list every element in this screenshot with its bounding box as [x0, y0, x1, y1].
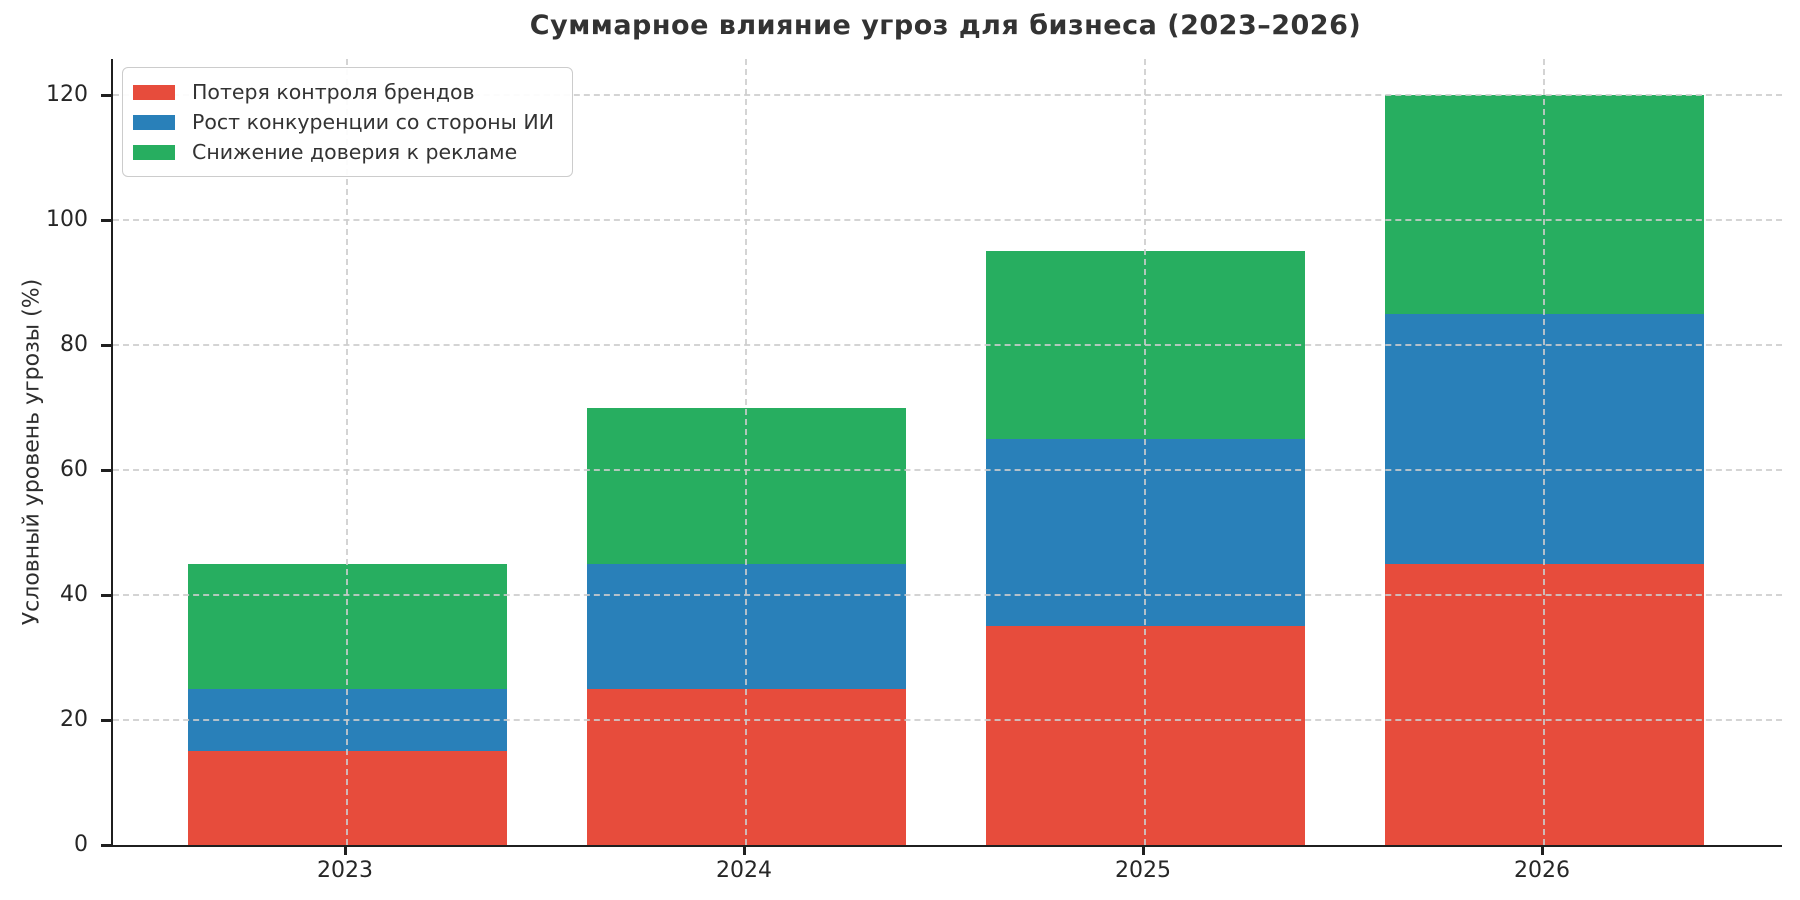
y-tick-mark [101, 344, 111, 347]
legend-swatch [133, 114, 175, 130]
gridline-horizontal [113, 344, 1782, 347]
legend-item: Снижение доверия к рекламе [133, 137, 554, 167]
chart-title: Суммарное влияние угроз для бизнеса (202… [529, 10, 1362, 41]
y-tick-label: 120 [46, 82, 88, 108]
gridline-vertical [745, 59, 747, 845]
plot-area [111, 59, 1782, 847]
legend-label: Рост конкуренции со стороны ИИ [192, 110, 555, 134]
legend-label: Потеря контроля брендов [192, 80, 475, 104]
legend-swatch [133, 144, 175, 160]
y-tick-label: 80 [60, 332, 88, 358]
legend-item: Потеря контроля брендов [133, 77, 554, 107]
x-tick-label: 2026 [1514, 858, 1570, 883]
legend: Потеря контроля брендов Рост конкуренции … [122, 67, 574, 177]
x-tick-mark [1142, 845, 1145, 855]
x-tick-label: 2023 [317, 858, 373, 883]
gridline-horizontal [113, 469, 1782, 472]
x-tick-mark [1541, 845, 1544, 855]
y-tick-mark [101, 469, 111, 472]
gridline-vertical [1144, 59, 1146, 845]
y-tick-mark [101, 719, 111, 722]
y-tick-label: 0 [74, 832, 88, 857]
gridline-horizontal [113, 94, 1782, 97]
gridline-horizontal [113, 719, 1782, 722]
gridline-horizontal [113, 594, 1782, 597]
y-tick-mark [101, 219, 111, 222]
gridline-vertical [346, 59, 348, 845]
x-tick-mark [743, 845, 746, 855]
y-tick-label: 60 [60, 457, 88, 483]
x-tick-label: 2024 [716, 858, 772, 883]
y-tick-label: 100 [46, 207, 88, 233]
y-tick-label: 40 [60, 582, 88, 608]
y-tick-mark [101, 844, 111, 847]
legend-swatch [133, 84, 175, 100]
y-tick-mark [101, 594, 111, 597]
y-tick-label: 20 [60, 707, 88, 733]
gridline-vertical [1543, 59, 1545, 845]
x-tick-mark [344, 845, 347, 855]
legend-item: Рост конкуренции со стороны ИИ [133, 107, 554, 137]
x-tick-label: 2025 [1115, 858, 1171, 883]
y-tick-mark [101, 94, 111, 97]
gridline-horizontal [113, 219, 1782, 222]
legend-label: Снижение доверия к рекламе [192, 140, 518, 164]
